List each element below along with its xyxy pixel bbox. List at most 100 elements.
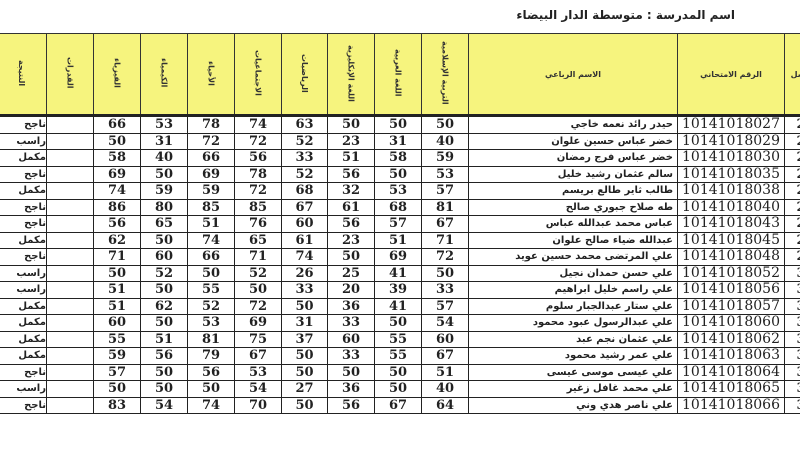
- mark-cell: 51: [187, 215, 235, 233]
- seq-cell: 33: [784, 314, 800, 332]
- exam-number-cell: 10141018027: [677, 114, 785, 134]
- result-cell: راسب: [0, 264, 47, 282]
- mark-cell: 53: [374, 182, 422, 200]
- seq-cell: 28: [784, 231, 800, 249]
- header-label: التربية الإسلامية: [440, 41, 450, 105]
- student-name-cell: عباس محمد عبدالله عباس: [468, 215, 678, 233]
- exam-number-cell: 10141018065: [677, 380, 785, 398]
- extra-cell: [46, 182, 94, 200]
- seq-cell: 36: [784, 363, 800, 381]
- mark-cell: 36: [327, 380, 375, 398]
- table-row: 2110141018027حيدر رائد نعمه خاجي50505063…: [0, 114, 800, 134]
- student-name-cell: خضر عباس حسين علوان: [468, 132, 678, 150]
- table-row: 3310141018060علي عبدالرسول عبود محمود545…: [0, 314, 800, 332]
- exam-number-cell: 10141018045: [677, 231, 785, 249]
- mark-cell: 60: [281, 215, 328, 233]
- mark-cell: 63: [281, 114, 328, 134]
- mark-cell: 85: [187, 198, 235, 216]
- mark-cell: 69: [93, 165, 141, 183]
- mark-cell: 54: [140, 396, 188, 414]
- mark-cell: 85: [234, 198, 282, 216]
- seq-cell: 23: [784, 149, 800, 167]
- table-row: 2710141018043عباس محمد عبدالله عباس67575…: [0, 215, 800, 233]
- seq-cell: 35: [784, 347, 800, 365]
- student-name-cell: علي حسن حمدان نجيل: [468, 264, 678, 282]
- mark-cell: 81: [421, 198, 469, 216]
- student-name-cell: علي عبدالرسول عبود محمود: [468, 314, 678, 332]
- extra-cell: [46, 198, 94, 216]
- seq-cell: 37: [784, 380, 800, 398]
- extra-cell: [46, 330, 94, 348]
- table-row: 3110141018056علي راسم خليل ابراهيم333920…: [0, 281, 800, 299]
- mark-cell: 39: [374, 281, 422, 299]
- mark-cell: 20: [327, 281, 375, 299]
- extra-cell: [46, 132, 94, 150]
- header-physics: الفيزياء: [93, 33, 141, 116]
- mark-cell: 72: [421, 248, 469, 266]
- seq-cell: 34: [784, 330, 800, 348]
- header-label: اللغة العربية: [393, 49, 403, 97]
- mark-cell: 23: [327, 132, 375, 150]
- mark-cell: 59: [140, 182, 188, 200]
- extra-cell: [46, 380, 94, 398]
- table-row: 3610141018064علي عيسى موسى عيسى515050505…: [0, 363, 800, 381]
- mark-cell: 65: [140, 215, 188, 233]
- mark-cell: 31: [281, 314, 328, 332]
- mark-cell: 50: [327, 363, 375, 381]
- exam-number-cell: 10141018043: [677, 215, 785, 233]
- mark-cell: 40: [421, 380, 469, 398]
- seq-cell: 31: [784, 281, 800, 299]
- mark-cell: 78: [234, 165, 282, 183]
- mark-cell: 54: [234, 380, 282, 398]
- exam-number-cell: 10141018030: [677, 149, 785, 167]
- mark-cell: 51: [93, 297, 141, 315]
- header-label: الاجتماعيات: [253, 50, 263, 96]
- student-name-cell: عبدالله ضياء صالح علوان: [468, 231, 678, 249]
- mark-cell: 55: [374, 347, 422, 365]
- mark-cell: 58: [93, 149, 141, 167]
- mark-cell: 67: [421, 347, 469, 365]
- result-cell: مكمل: [0, 314, 47, 332]
- result-cell: ناجح: [0, 396, 47, 414]
- mark-cell: 40: [140, 149, 188, 167]
- mark-cell: 40: [421, 132, 469, 150]
- header-math: الرياضيات: [281, 33, 328, 116]
- mark-cell: 50: [187, 264, 235, 282]
- result-cell: ناجح: [0, 165, 47, 183]
- mark-cell: 62: [93, 231, 141, 249]
- mark-cell: 50: [327, 248, 375, 266]
- school-name: اسم المدرسة : متوسطة الدار البيضاء: [516, 8, 735, 22]
- mark-cell: 74: [281, 248, 328, 266]
- table-row: 3010141018052علي حسن حمدان نجيل504125265…: [0, 264, 800, 282]
- mark-cell: 50: [327, 114, 375, 134]
- result-cell: مكمل: [0, 182, 47, 200]
- mark-cell: 51: [93, 281, 141, 299]
- exam-number-cell: 10141018052: [677, 264, 785, 282]
- mark-cell: 52: [234, 264, 282, 282]
- mark-cell: 53: [234, 363, 282, 381]
- mark-cell: 33: [327, 314, 375, 332]
- mark-cell: 53: [421, 165, 469, 183]
- seq-cell: 29: [784, 248, 800, 266]
- result-cell: مكمل: [0, 297, 47, 315]
- exam-number-cell: 10141018057: [677, 297, 785, 315]
- mark-cell: 41: [374, 297, 422, 315]
- seq-cell: 21: [784, 114, 800, 134]
- extra-cell: [46, 248, 94, 266]
- mark-cell: 83: [93, 396, 141, 414]
- mark-cell: 74: [234, 114, 282, 134]
- mark-cell: 60: [421, 330, 469, 348]
- header-label: الاسم الرباعي: [545, 69, 601, 79]
- header-arabic: اللغة العربية: [374, 33, 422, 116]
- mark-cell: 51: [374, 231, 422, 249]
- extra-cell: [46, 215, 94, 233]
- mark-cell: 57: [421, 182, 469, 200]
- mark-cell: 72: [234, 182, 282, 200]
- mark-cell: 51: [421, 363, 469, 381]
- mark-cell: 33: [421, 281, 469, 299]
- mark-cell: 50: [187, 380, 235, 398]
- mark-cell: 31: [140, 132, 188, 150]
- mark-cell: 50: [140, 363, 188, 381]
- mark-cell: 56: [234, 149, 282, 167]
- table-row: 3710141018065علي محمد غافل زغير405036275…: [0, 380, 800, 398]
